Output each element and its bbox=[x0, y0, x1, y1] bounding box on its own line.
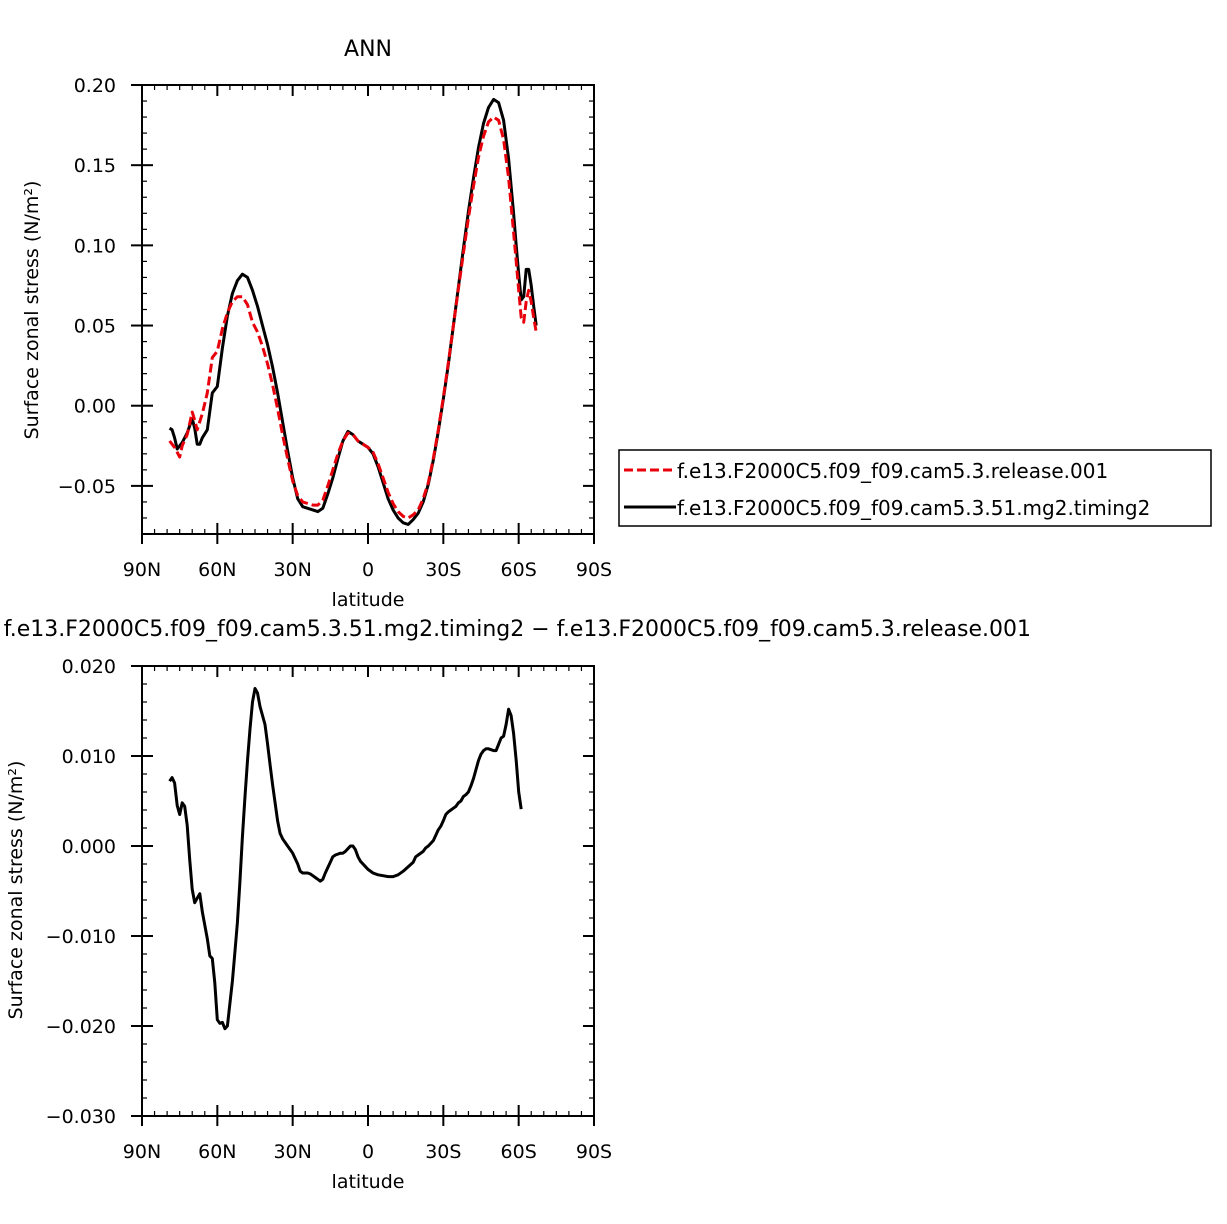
top-x-tick-label: 90N bbox=[123, 559, 161, 581]
bottom-y-tick-label: −0.010 bbox=[46, 926, 116, 948]
bottom-x-tick-label: 90N bbox=[123, 1141, 161, 1163]
top-y-tick-label: 0.00 bbox=[74, 396, 116, 418]
bottom-y-tick-label: 0.020 bbox=[62, 656, 116, 678]
top-panel-frame bbox=[141, 84, 595, 535]
top-x-tick-label: 30N bbox=[273, 559, 311, 581]
top-x-tick-label: 0 bbox=[362, 559, 374, 581]
bottom-x-tick-label: 60N bbox=[198, 1141, 236, 1163]
bottom-panel-title: f.e13.F2000C5.f09_f09.cam5.3.51.mg2.timi… bbox=[4, 617, 1031, 642]
top-y-tick-label: 0.05 bbox=[74, 316, 116, 338]
top-series-line-f-e13-f2000c5-f09-f09-cam5-3-release-001 bbox=[168, 115, 538, 520]
top-y-tick-label: 0.20 bbox=[74, 75, 116, 97]
top-panel-title: ANN bbox=[344, 37, 392, 62]
bottom-y-tick-label: 0.000 bbox=[62, 836, 116, 858]
bottom-x-tick-label: 30S bbox=[425, 1141, 461, 1163]
top-panel-series bbox=[168, 97, 538, 526]
top-x-tick-label: 90S bbox=[576, 559, 612, 581]
bottom-y-tick-label: 0.010 bbox=[62, 746, 116, 768]
top-x-tick-label: 60S bbox=[501, 559, 537, 581]
bottom-y-tick-label: −0.020 bbox=[46, 1016, 116, 1038]
bottom-x-tick-label: 0 bbox=[362, 1141, 374, 1163]
bottom-panel-y-axis-label: Surface zonal stress (N/m²) bbox=[5, 761, 27, 1020]
bottom-y-tick-label: −0.030 bbox=[46, 1106, 116, 1128]
bottom-panel-frame bbox=[141, 665, 595, 1117]
bottom-panel-series bbox=[168, 687, 523, 1031]
bottom-panel-x-axis-label: latitude bbox=[332, 1171, 405, 1193]
top-panel-y-axis-label: Surface zonal stress (N/m²) bbox=[21, 181, 43, 440]
bottom-x-tick-label: 90S bbox=[576, 1141, 612, 1163]
top-y-tick-label: −0.05 bbox=[58, 476, 116, 498]
top-x-tick-label: 60N bbox=[198, 559, 236, 581]
top-y-tick-label: 0.15 bbox=[74, 155, 116, 177]
bottom-x-tick-label: 60S bbox=[501, 1141, 537, 1163]
top-x-tick-label: 30S bbox=[425, 559, 461, 581]
legend-label-timing2: f.e13.F2000C5.f09_f09.cam5.3.51.mg2.timi… bbox=[677, 496, 1150, 520]
bottom-series-line-difference bbox=[168, 687, 523, 1031]
top-series-line-f-e13-f2000c5-f09-f09-cam5-3-51-mg2-timing2 bbox=[168, 97, 538, 526]
legend-box bbox=[618, 449, 1212, 527]
legend-label-release: f.e13.F2000C5.f09_f09.cam5.3.release.001 bbox=[677, 459, 1108, 483]
top-y-tick-label: 0.10 bbox=[74, 235, 116, 257]
bottom-panel: f.e13.F2000C5.f09_f09.cam5.3.51.mg2.timi… bbox=[4, 617, 1031, 1193]
top-panel: ANN 90N 60N 30N 0 30S 60S 90S 0.20 0.15 0.10 0.05 0… bbox=[21, 37, 612, 611]
top-panel-x-axis-label: latitude bbox=[332, 589, 405, 611]
bottom-x-tick-label: 30N bbox=[273, 1141, 311, 1163]
legend: f.e13.F2000C5.f09_f09.cam5.3.release.001… bbox=[618, 449, 1212, 527]
